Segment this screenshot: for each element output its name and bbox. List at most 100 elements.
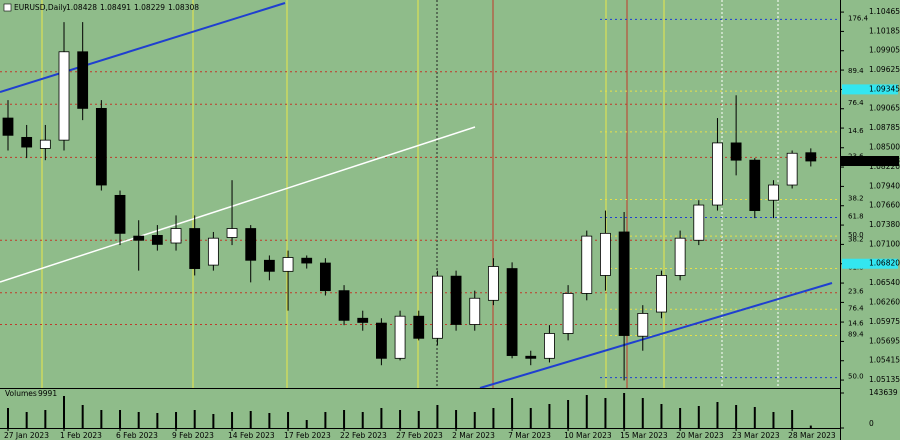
fib-label: 14.6 [848, 127, 864, 135]
volume-tick-label: 0 [869, 419, 874, 428]
candle-body [21, 136, 33, 148]
volume-tick-label: 143639 [869, 388, 898, 397]
fib-label: 38.2 [848, 235, 864, 243]
candle-body [674, 237, 686, 276]
price-axis: 1.10465 1.10185 1.09905 1.09625 1.09345 1.090… [840, 7, 900, 429]
candle-body [77, 51, 89, 109]
trend-line [0, 126, 476, 283]
fib-label: 76.4 [848, 304, 864, 312]
candle-body [600, 232, 611, 276]
candle-body [805, 152, 817, 162]
trend-line [0, 2, 286, 93]
candle-body [394, 315, 406, 359]
y-tick-label: 1.09065 [869, 104, 900, 113]
candle-body [357, 317, 369, 323]
candle-body [170, 228, 182, 244]
y-tick-label: 1.06260 [869, 297, 900, 306]
fib-label: 50.0 [848, 373, 864, 381]
x-tick-label: 6 Feb 2023 [116, 431, 158, 440]
candle-body [58, 51, 70, 141]
fib-label: 14.6 [848, 319, 864, 327]
candle-body [656, 275, 667, 313]
candle-body [338, 290, 350, 321]
vertical-lines [41, 0, 779, 388]
x-tick-label: 17 Feb 2023 [284, 431, 331, 440]
fib-label: 38.2 [848, 195, 864, 203]
candle-body [114, 194, 126, 234]
candle-body [282, 257, 294, 272]
candle-body [432, 275, 443, 339]
candle-body [263, 259, 275, 272]
x-tick-label: 20 Mar 2023 [676, 431, 724, 440]
candle-body [562, 293, 574, 334]
y-tick-label: 1.05695 [869, 336, 900, 345]
y-tick-label: 1.05415 [869, 356, 900, 365]
y-tick-label: 1.05135 [869, 375, 900, 384]
candle-body [39, 139, 51, 149]
fib-label: 61.8 [848, 212, 864, 220]
volume-label: Volumes [5, 389, 37, 398]
y-tick-label: 1.08785 [869, 123, 900, 132]
candle-body [786, 152, 798, 186]
x-tick-label: 9 Feb 2023 [172, 431, 214, 440]
candle-body [301, 257, 313, 264]
y-tick-label: 1.07100 [869, 239, 900, 248]
x-tick-label: 23 Mar 2023 [732, 431, 780, 440]
candle-body [245, 228, 257, 261]
fib-label: 176.4 [848, 14, 869, 22]
candle-body [618, 231, 630, 336]
fib-label: 89.4 [848, 67, 864, 75]
candle-body [525, 355, 537, 359]
volume-bars [7, 393, 812, 428]
time-axis: 27 Jan 2023 1 Feb 2023 6 Feb 2023 9 Feb 202… [4, 428, 836, 440]
volume-current: 9991 [38, 389, 57, 398]
candles [2, 22, 817, 381]
candle-body [768, 184, 779, 201]
x-tick-label: 27 Jan 2023 [4, 431, 49, 440]
candle-body [2, 117, 14, 136]
y-tick-label: 1.08500 [869, 143, 900, 152]
y-tick-label: 1.05975 [869, 317, 900, 326]
candle-body [450, 275, 462, 325]
candle-body [749, 159, 761, 211]
candle-body [712, 142, 723, 206]
candle-body [693, 204, 705, 241]
ohlc-close: 1.08308 [168, 3, 199, 12]
candle-body [637, 313, 649, 337]
x-tick-label: 22 Feb 2023 [340, 431, 387, 440]
x-tick-label: 28 Mar 2023 [788, 431, 836, 440]
candle-body [469, 297, 481, 325]
candle-body [506, 268, 518, 356]
symbol-icon [3, 3, 12, 12]
candle-body [730, 142, 742, 161]
y-tick-label: 1.07380 [869, 220, 900, 229]
candle-body [488, 266, 499, 301]
candle-body [207, 237, 219, 266]
x-tick-label: 15 Mar 2023 [620, 431, 668, 440]
x-tick-label: 2 Mar 2023 [452, 431, 495, 440]
candle-body [189, 228, 201, 269]
y-tick-label: 1.09625 [869, 65, 900, 74]
candle-body [544, 333, 555, 359]
candle-body [226, 228, 238, 238]
y-tick-label: 1.09905 [869, 46, 900, 55]
x-tick-label: 14 Feb 2023 [228, 431, 275, 440]
y-tick-label: 1.10185 [869, 26, 900, 35]
candle-body [581, 235, 593, 294]
fib-label: 89.4 [848, 331, 864, 339]
fib-label: 76.4 [848, 99, 864, 107]
current-price-label: 1.08308 [869, 156, 900, 165]
y-tick-label: 1.07660 [869, 201, 900, 210]
tick-highlight [842, 258, 898, 269]
x-tick-label: 27 Feb 2023 [396, 431, 443, 440]
y-tick-label: 1.10465 [869, 7, 900, 16]
ohlc-low: 1.08229 [134, 3, 165, 12]
y-tick-label: 1.07940 [869, 181, 900, 190]
fib-label: 50.0 [848, 231, 864, 239]
y-tick-label: 1.06820 [869, 259, 900, 268]
chart-title: EURUSD,Daily [14, 3, 67, 12]
ohlc-open: 1.08428 [66, 3, 97, 12]
x-tick-label: 1 Feb 2023 [60, 431, 102, 440]
